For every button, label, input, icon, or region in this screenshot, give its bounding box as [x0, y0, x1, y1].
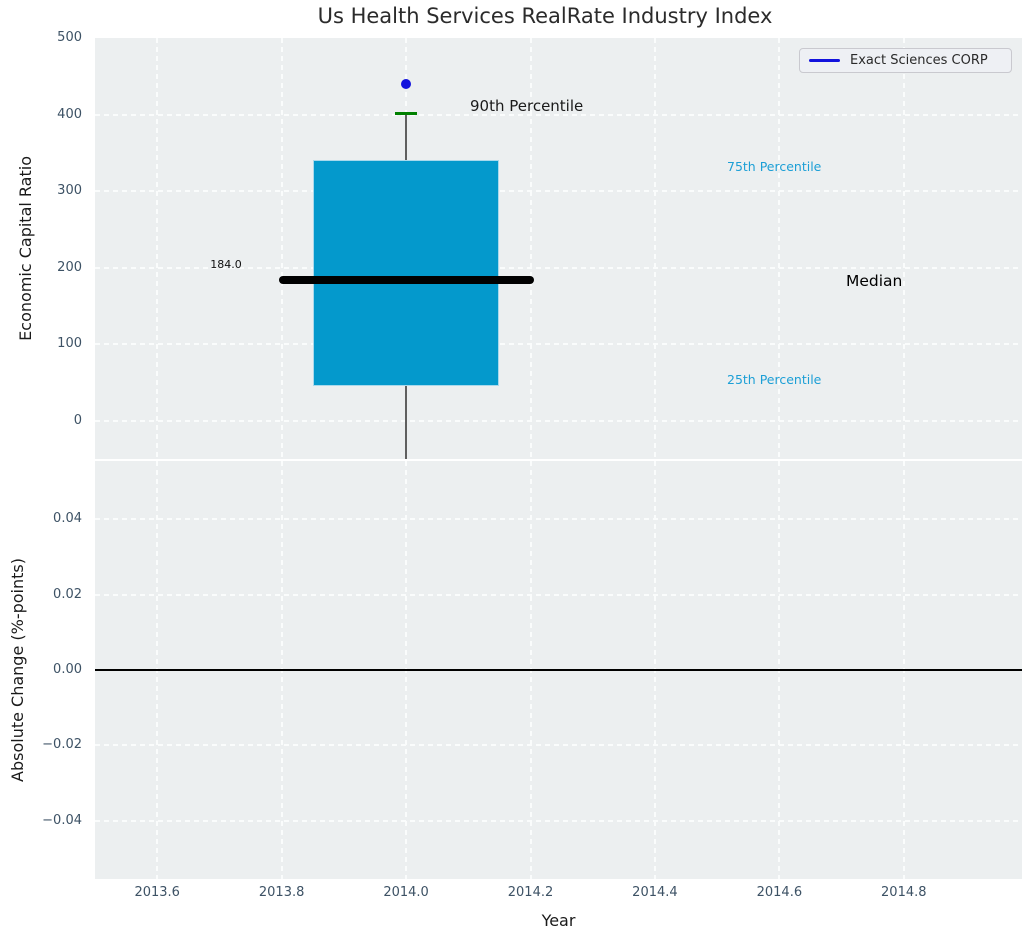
y-tick-label: 500 [57, 30, 82, 45]
y-tick-label: −0.04 [42, 812, 82, 828]
zero-reference-line [95, 669, 1022, 671]
y-tick-label: 0.02 [53, 586, 82, 602]
p90-label: 90th Percentile [470, 97, 584, 115]
p25-label: 25th Percentile [727, 372, 822, 387]
legend-line-icon [809, 59, 840, 62]
p90-cap-line [395, 112, 418, 116]
y-gridline [95, 819, 1022, 822]
x-axis-label: Year [541, 911, 576, 930]
y-gridline [95, 419, 1022, 422]
x-tick-label: 2014.8 [881, 885, 927, 900]
x-gridline [778, 38, 781, 459]
legend-entry-label: Exact Sciences CORP [850, 53, 988, 68]
y-tick-label: 200 [57, 259, 82, 275]
iqr-box [312, 160, 500, 387]
x-tick-label: 2014.2 [507, 885, 554, 900]
x-tick-label: 2013.8 [258, 885, 305, 900]
x-gridline [529, 38, 532, 459]
y-tick-label: 300 [57, 183, 82, 199]
x-gridline [653, 38, 656, 459]
x-tick-label: 2013.6 [134, 885, 180, 900]
y-gridline [95, 744, 1022, 747]
p75-label: 75th Percentile [727, 159, 822, 174]
x-tick-label: 2014.0 [383, 885, 429, 900]
y-tick-label: 0.00 [53, 662, 82, 677]
x-gridline [156, 38, 159, 459]
y-tick-label: 0 [73, 412, 82, 428]
y-gridline [95, 343, 1022, 346]
x-tick-label: 2014.4 [632, 885, 678, 900]
x-gridline [280, 38, 283, 459]
x-gridline [902, 38, 905, 459]
y-gridline [95, 593, 1022, 596]
y-gridline [95, 266, 1022, 269]
median-label: Median [846, 272, 903, 290]
y-tick-label: 0.04 [53, 511, 82, 527]
x-tick-label: 2014.6 [756, 885, 803, 900]
y-gridline [95, 518, 1022, 521]
y-gridline [95, 190, 1022, 193]
median-value-label: 184.0 [210, 258, 242, 271]
y-tick-label: 400 [57, 106, 82, 122]
legend: Exact Sciences CORP [799, 48, 1012, 73]
median-line [278, 275, 534, 284]
y-tick-label: 100 [57, 336, 82, 352]
chart-title: Us Health Services RealRate Industry Ind… [317, 4, 773, 28]
y-tick-label: −0.02 [42, 737, 82, 753]
top-axes-economic-capital-ratio [95, 38, 1022, 459]
company-data-point [401, 78, 412, 89]
y-gridline [95, 113, 1022, 116]
